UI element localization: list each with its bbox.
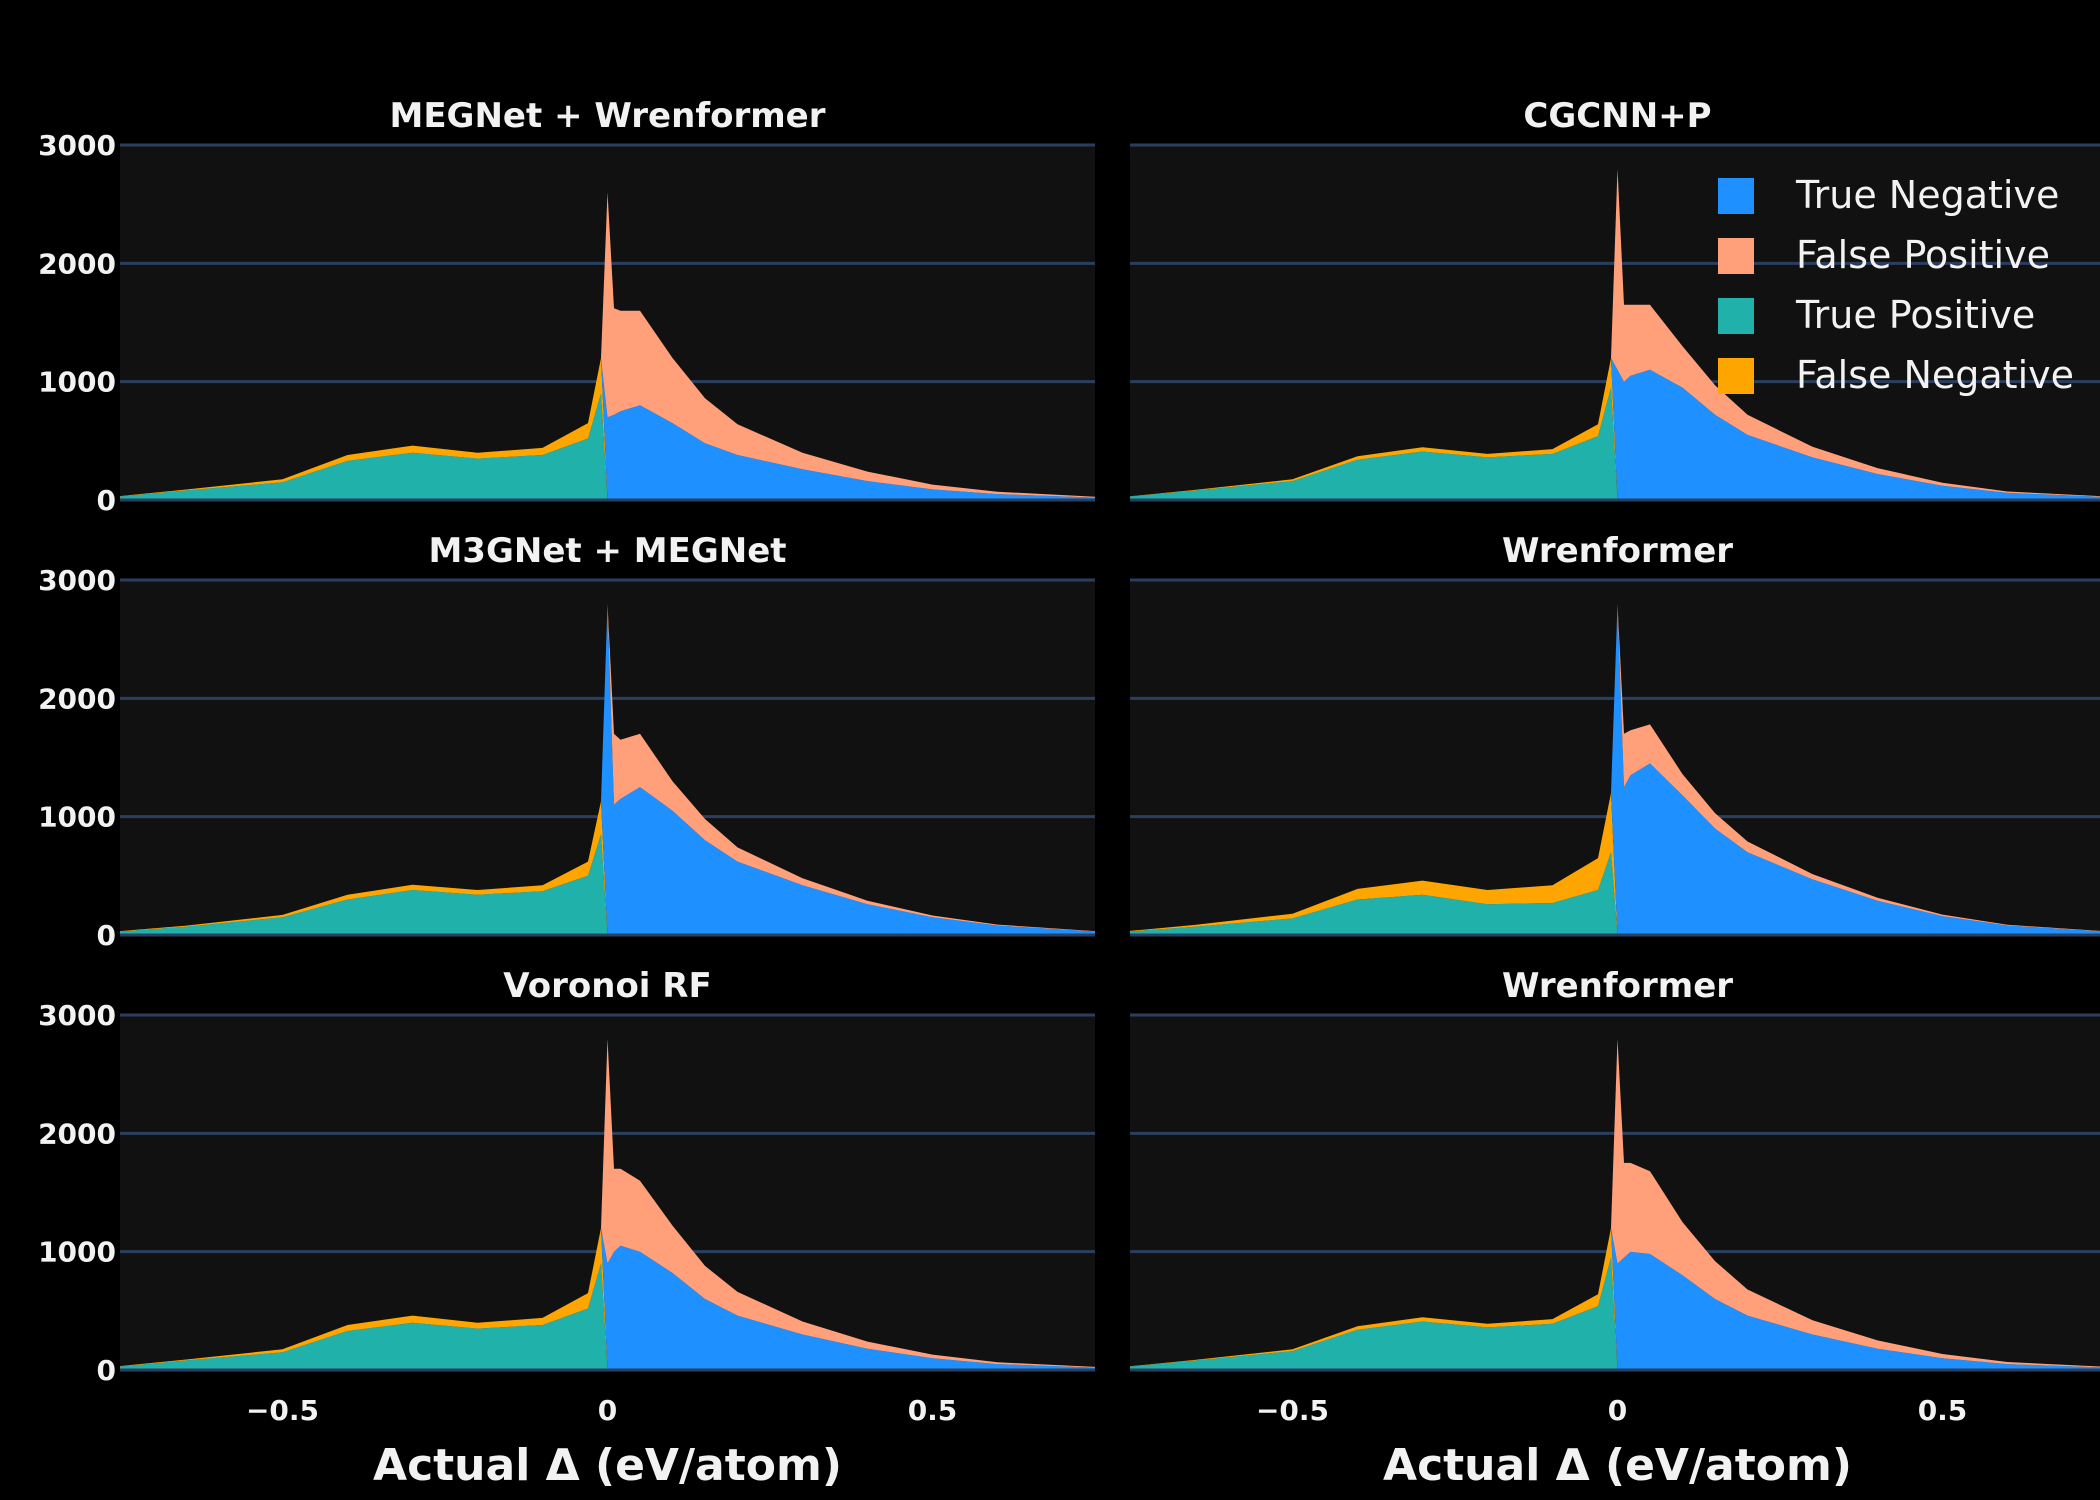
panel-1: 0 1000 2000 3000 MEGNet + Wrenformer — [38, 96, 1095, 517]
y-tick-label: 1000 — [38, 801, 116, 834]
area-true-positive — [1130, 852, 2100, 935]
legend-label-false-negative: False Negative — [1796, 353, 2074, 397]
area-true-negative — [1130, 603, 2100, 935]
y-tick-label: 3000 — [38, 999, 116, 1032]
area-true-positive — [1130, 1257, 2100, 1370]
area-true-negative — [120, 358, 1095, 500]
panel-5: Wrenformer — [1130, 531, 2100, 937]
x-tick-label: 0.5 — [1918, 1394, 1968, 1427]
x-axis-title-2: Actual Δ (eV/atom) — [1383, 1440, 1852, 1491]
panel-title: Voronoi RF — [503, 966, 711, 1006]
x-tick-label: 0 — [1608, 1394, 1627, 1427]
panel-3: 0 1000 2000 3000 Voronoi RF −0.5 0 0.5 — [38, 966, 1095, 1427]
y-tick-label: 2000 — [38, 682, 116, 715]
y-tick-label: 0 — [97, 919, 116, 952]
y-tick-label: 2000 — [38, 1117, 116, 1150]
panel-4: CGCNN+P — [1130, 96, 2100, 502]
area-true-negative — [120, 603, 1095, 935]
legend-label-true-negative: True Negative — [1795, 173, 2059, 217]
area-true-negative — [1130, 1228, 2100, 1370]
legend-swatch-false-positive — [1718, 238, 1754, 274]
y-tick-label: 1000 — [38, 1236, 116, 1269]
area-false-positive — [1130, 168, 2100, 497]
x-axis-labels-layer: Actual Δ (eV/atom) Actual Δ (eV/atom) — [373, 1440, 1852, 1491]
area-true-negative — [120, 1228, 1095, 1370]
y-tick-label: 0 — [97, 1354, 116, 1387]
y-tick-label: 0 — [97, 484, 116, 517]
y-tick-label: 2000 — [38, 247, 116, 280]
area-false-positive — [1130, 1038, 2100, 1368]
area-false-positive — [120, 1038, 1095, 1368]
legend: True Negative False Positive True Positive… — [1718, 173, 2074, 397]
panel-title: CGCNN+P — [1523, 96, 1711, 136]
x-axis-title-1: Actual Δ (eV/atom) — [373, 1440, 842, 1491]
legend-swatch-true-negative — [1718, 178, 1754, 214]
area-true-positive — [1130, 387, 2100, 500]
x-tick-label: 0.5 — [908, 1394, 958, 1427]
legend-label-false-positive: False Positive — [1796, 233, 2050, 277]
area-true-positive — [120, 1263, 1095, 1370]
panel-2: 0 1000 2000 3000 M3GNet + MEGNet — [38, 531, 1095, 952]
legend-swatch-true-positive — [1718, 298, 1754, 334]
x-tick-label: 0 — [598, 1394, 617, 1427]
y-tick-label: 3000 — [38, 129, 116, 162]
area-true-negative — [1130, 358, 2100, 500]
area-true-positive — [120, 393, 1095, 500]
x-tick-label: −0.5 — [1256, 1394, 1329, 1427]
y-tick-label: 1000 — [38, 366, 116, 399]
panel-title: M3GNet + MEGNet — [428, 531, 786, 571]
panel-6: Wrenformer −0.5 0 0.5 — [1130, 966, 2100, 1427]
legend-swatch-false-negative — [1718, 358, 1754, 394]
y-tick-label: 3000 — [38, 564, 116, 597]
area-true-positive — [120, 834, 1095, 935]
panels-layer: 0 1000 2000 3000 MEGNet + Wrenformer 0 1000 200… — [38, 96, 2100, 1427]
x-tick-label: −0.5 — [246, 1394, 319, 1427]
panel-title: Wrenformer — [1502, 966, 1733, 1006]
panel-title: Wrenformer — [1502, 531, 1733, 571]
legend-label-true-positive: True Positive — [1795, 293, 2035, 337]
area-false-positive — [120, 192, 1095, 498]
panel-title: MEGNet + Wrenformer — [389, 96, 825, 136]
